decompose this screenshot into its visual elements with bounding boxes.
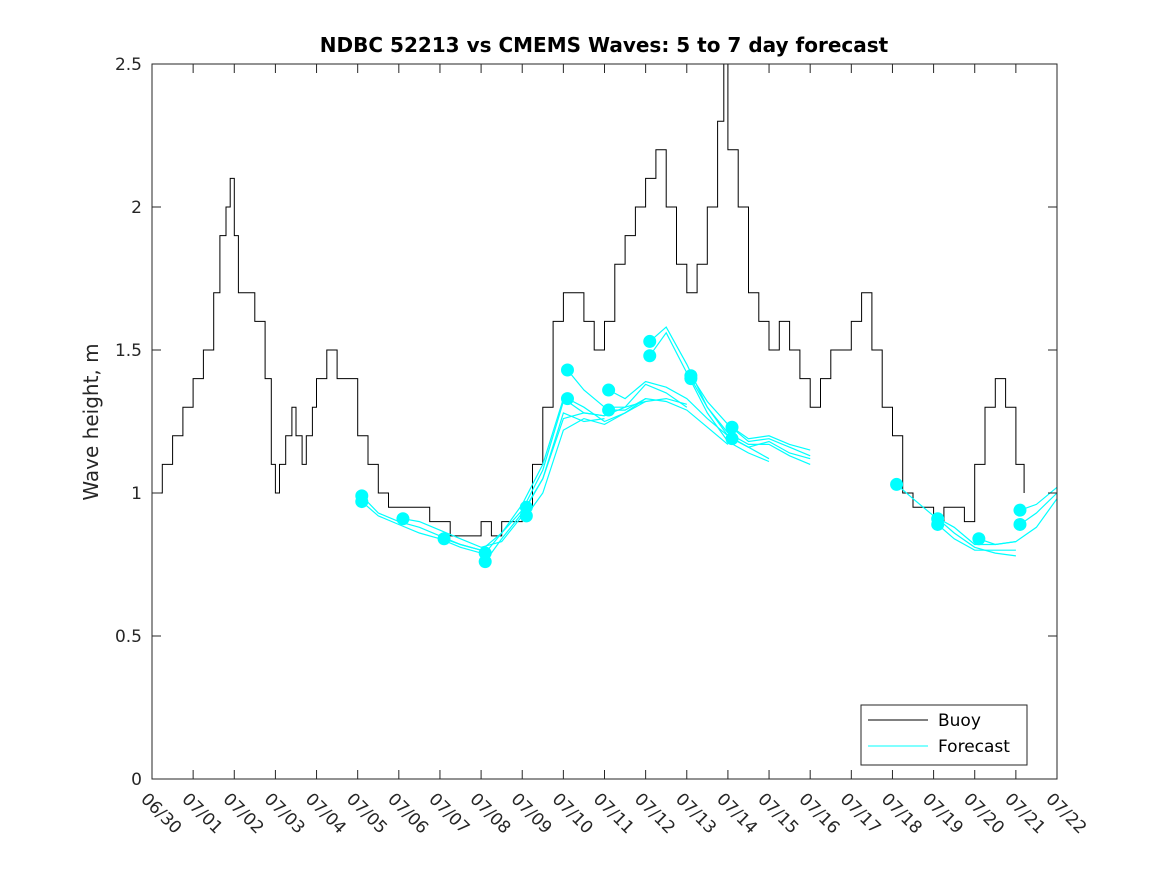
legend-box [860,704,1028,766]
forecast-start-marker [478,546,492,560]
forecast-start-marker [725,432,739,446]
legend-label-buoy: Buoy [938,711,981,731]
forecast-start-marker [355,495,369,509]
y-tick-label: 2 [131,198,142,218]
forecast-run-line [361,501,482,554]
forecast-start-marker [602,383,616,397]
forecast-run-line [937,518,1016,557]
forecast-run-line [731,426,811,451]
forecast-run-line [690,375,811,457]
forecast-start-marker [560,363,574,377]
forecast-start-marker [1013,517,1027,531]
forecast-start-marker [890,477,904,491]
forecast-run-line [608,380,729,437]
y-tick-label: 1 [131,484,142,504]
y-axis-label: Wave height, m [79,343,103,500]
forecast-start-marker [602,403,616,417]
forecast-run-line [731,438,811,460]
forecast-start-marker [972,532,986,546]
forecast-run-line [690,378,811,465]
forecast-start-marker [1013,503,1027,517]
y-tick-label: 0 [131,770,142,790]
forecast-run-line [978,498,1058,546]
forecast-start-marker [931,517,945,531]
chart-title: NDBC 52213 vs CMEMS Waves: 5 to 7 day fo… [320,33,889,57]
forecast-start-marker [643,334,657,348]
forecast-start-marker [725,420,739,434]
forecast-run-line [937,524,1016,551]
y-tick-label: 1.5 [115,341,142,361]
forecast-run-line [402,515,523,548]
forecast-run-line [567,397,687,423]
forecast-start-marker [396,512,410,526]
forecast-start-marker [643,349,657,363]
forecast-start-marker [519,500,533,514]
forecast-start-marker [437,532,451,546]
forecast-start-marker [560,392,574,406]
buoy-series-line [152,63,1025,537]
forecast-run-line [608,397,729,445]
legend-label-forecast: Forecast [938,737,1010,757]
forecast-run-line [1019,492,1058,525]
y-tick-label: 2.5 [115,55,142,75]
y-tick-label: 0.5 [115,627,142,647]
forecast-run-line [567,369,688,408]
forecast-run-line [649,331,770,463]
plot-area [152,63,1058,569]
legend: Buoy Forecast [860,704,1028,766]
forecast-start-marker [684,372,698,386]
